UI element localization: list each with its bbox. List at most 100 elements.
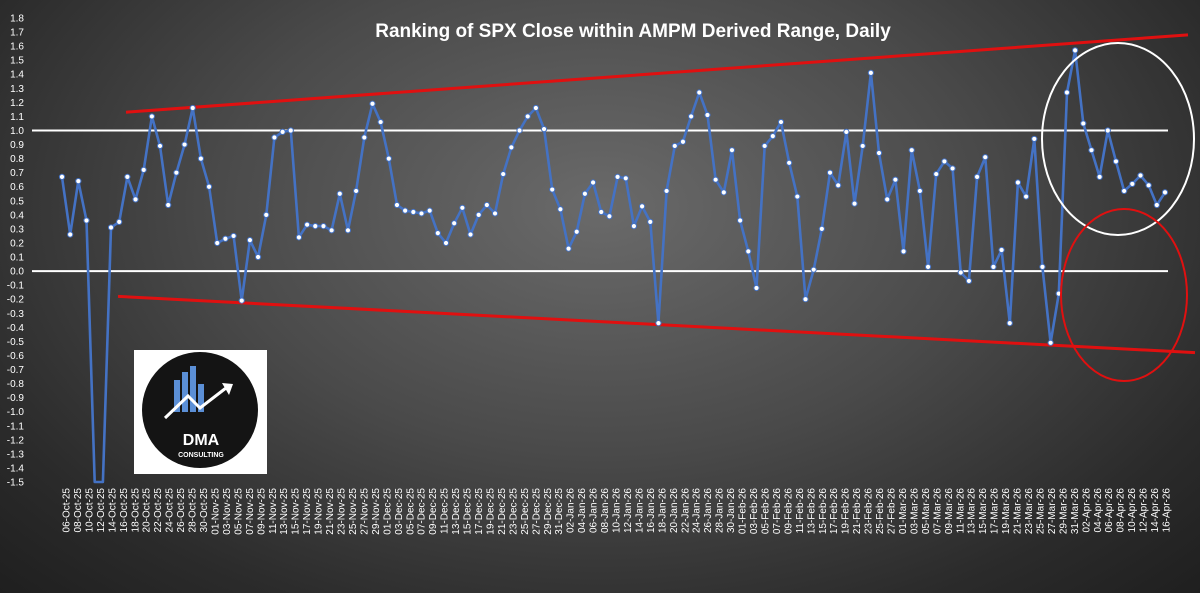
data-point	[1072, 47, 1079, 54]
data-point	[67, 231, 74, 238]
y-tick-label: 1.1	[10, 112, 24, 123]
data-point	[875, 149, 883, 157]
x-tick-label: 09-Nov-25	[256, 488, 267, 535]
data-point	[982, 154, 989, 161]
data-point	[540, 125, 548, 133]
y-tick-label: 0.3	[10, 224, 24, 235]
x-tick-label: 21-Feb-26	[852, 488, 863, 535]
reference-lines	[32, 129, 1168, 273]
data-point	[835, 182, 842, 189]
data-point	[949, 165, 956, 172]
data-point	[549, 186, 556, 193]
data-point	[688, 113, 695, 120]
data-point	[165, 201, 172, 209]
data-point	[393, 201, 401, 209]
x-tick-label: 01-Feb-26	[738, 488, 749, 535]
x-tick-label: 06-Oct-25	[62, 488, 73, 533]
data-point	[246, 237, 254, 244]
data-point	[271, 134, 278, 141]
x-tick-label: 08-Oct-25	[73, 488, 84, 533]
chart-title: Ranking of SPX Close within AMPM Derived…	[375, 21, 891, 42]
y-tick-label: -1.4	[7, 463, 25, 474]
x-tick-label: 26-Oct-25	[176, 488, 187, 533]
x-tick-label: 17-Feb-26	[829, 488, 840, 535]
y-tick-label: -0.8	[7, 379, 25, 390]
data-point	[1112, 158, 1120, 165]
data-point	[573, 228, 580, 235]
x-tick-label: 27-Nov-25	[359, 488, 370, 535]
x-tick-label: 12-Oct-25	[96, 488, 107, 533]
data-point	[679, 138, 687, 145]
data-point	[426, 207, 433, 214]
y-tick-label: -1.3	[7, 449, 25, 460]
x-tick-label: 10-Jan-26	[612, 488, 623, 533]
y-tick-label: -0.1	[7, 281, 25, 292]
data-point	[1023, 193, 1030, 200]
x-tick-label: 18-Jan-26	[657, 488, 668, 533]
data-point	[663, 187, 670, 195]
x-tick-label: 03-Nov-25	[222, 488, 233, 535]
y-tick-label: 0.5	[10, 196, 24, 207]
data-point	[1047, 339, 1054, 346]
data-point	[1006, 320, 1013, 327]
y-tick-label: 0.7	[10, 168, 24, 179]
data-point	[230, 232, 237, 240]
x-tick-label: 03-Feb-26	[749, 488, 760, 535]
data-point	[973, 173, 981, 180]
data-point	[1153, 201, 1160, 209]
data-point	[826, 169, 834, 176]
x-tick-label: 31-Dec-25	[554, 488, 565, 535]
data-point	[1088, 147, 1095, 154]
data-point	[745, 248, 752, 255]
data-point	[589, 179, 597, 186]
y-tick-label: -0.4	[7, 323, 25, 334]
logo-subtitle: CONSULTING	[178, 452, 224, 459]
data-point	[565, 245, 572, 252]
y-tick-label: -0.9	[7, 393, 25, 404]
data-point	[655, 320, 662, 327]
data-point	[622, 175, 629, 182]
x-tick-label: 09-Feb-26	[783, 488, 794, 535]
x-tick-label: 23-Nov-25	[337, 488, 348, 535]
y-tick-label: 1.8	[10, 14, 24, 25]
data-point	[916, 187, 923, 195]
x-tick-label: 14-Apr-26	[1150, 488, 1161, 533]
x-tick-label: 25-Dec-25	[520, 488, 531, 535]
data-point	[900, 248, 907, 255]
data-point	[83, 217, 90, 224]
data-point	[924, 263, 932, 270]
data-point	[263, 211, 270, 218]
data-point	[353, 187, 360, 195]
x-tick-label: 26-Jan-26	[703, 488, 714, 533]
x-tick-label: 19-Nov-25	[314, 488, 325, 535]
x-tick-label: 04-Apr-26	[1093, 488, 1104, 533]
data-point	[884, 196, 891, 203]
x-tick-label: 19-Dec-25	[485, 488, 496, 535]
x-tick-label: 17-Mar-26	[990, 488, 1001, 535]
x-tick-label: 09-Mar-26	[944, 488, 955, 535]
data-point	[647, 218, 654, 225]
data-point	[361, 134, 368, 141]
data-point	[222, 235, 229, 242]
x-tick-label: 10-Apr-26	[1127, 488, 1138, 533]
y-tick-label: 0.4	[10, 210, 24, 221]
x-tick-label: 01-Dec-25	[382, 488, 393, 535]
x-tick-label: 14-Jan-26	[634, 488, 645, 533]
data-point	[500, 170, 507, 178]
x-tick-label: 02-Jan-26	[566, 488, 577, 533]
data-point	[794, 193, 801, 200]
x-tick-label: 06-Apr-26	[1104, 488, 1115, 533]
x-tick-label: 13-Dec-25	[451, 488, 462, 535]
x-tick-label: 30-Oct-25	[199, 488, 210, 533]
data-point	[1014, 179, 1022, 186]
y-tick-label: -0.7	[7, 365, 25, 376]
data-point	[1121, 187, 1128, 195]
x-tick-label: 11-Nov-25	[268, 488, 279, 534]
data-point	[957, 269, 964, 276]
data-point	[451, 220, 458, 227]
data-point	[132, 196, 139, 203]
data-point	[1137, 172, 1144, 179]
x-tick-label: 01-Nov-25	[210, 488, 221, 535]
x-tick-label: 14-Oct-25	[107, 488, 118, 533]
data-point	[524, 113, 531, 120]
